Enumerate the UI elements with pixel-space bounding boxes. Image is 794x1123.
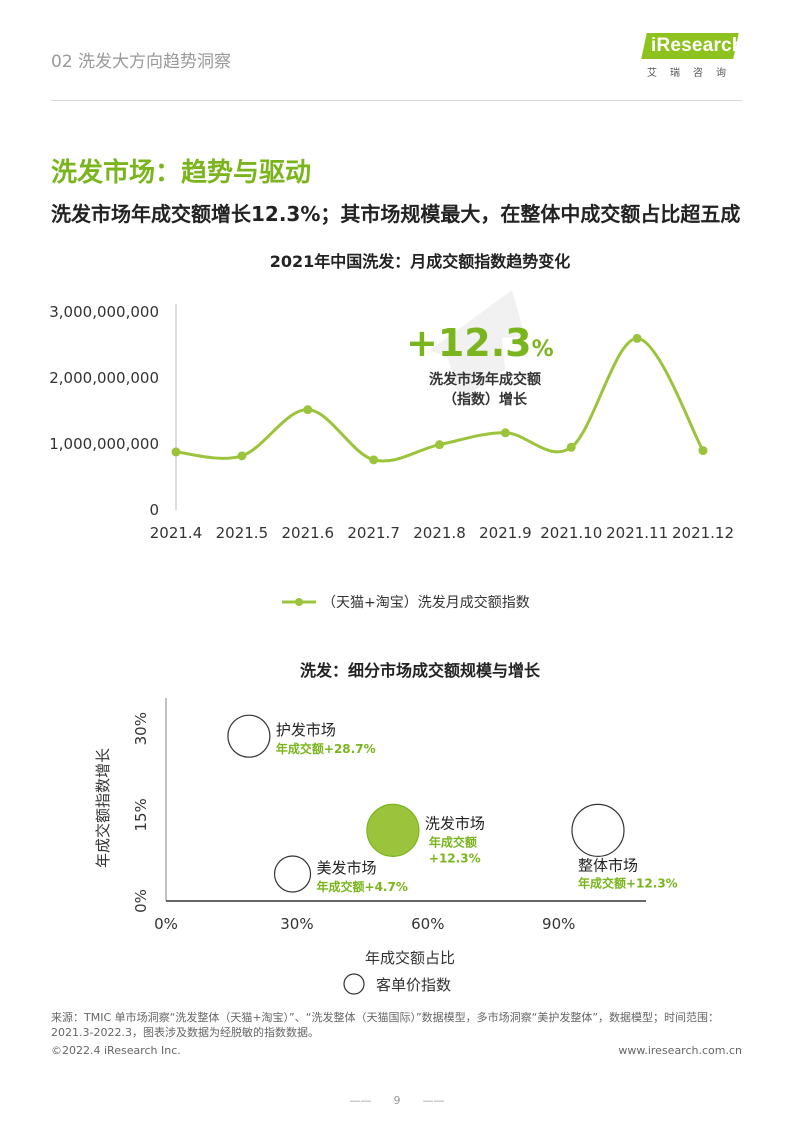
data-point [500, 428, 510, 438]
data-point [698, 446, 708, 456]
bubble-growth-label: 年成交额+28.7% [276, 741, 376, 756]
x-axis-title: 年成交额占比 [365, 949, 455, 967]
bubble-segment [571, 803, 625, 857]
line-chart-x-axis: 2021.4 2021.5 2021.6 2021.7 2021.8 2021.9 2021… [150, 524, 734, 542]
callout-line-2: （指数）增长 [443, 391, 528, 408]
header-divider [51, 100, 742, 101]
y-tick-label: 2,000,000,000 [49, 369, 159, 387]
x-tick-label: 2021.10 [540, 524, 602, 542]
bubble-name: 美发市场 [317, 859, 377, 877]
bubble-legend-label: 客单价指数 [376, 976, 451, 994]
bubble-y-tick-label: 15% [132, 798, 150, 831]
logo-text: iResearch [651, 35, 744, 56]
data-point [566, 442, 576, 452]
x-tick-label: 2021.9 [479, 524, 532, 542]
page-rule-right: —— [400, 1094, 445, 1107]
bubble-y-tick-label: 0% [132, 889, 150, 913]
data-point [237, 451, 247, 461]
bubble-growth-label: 年成交额+4.7% [317, 879, 408, 894]
bubble-segment [227, 714, 271, 758]
page-number: 9 [393, 1094, 401, 1107]
bubble-x-tick-label: 0% [154, 915, 178, 933]
legend-label: （天猫+淘宝）洗发月成交额指数 [322, 594, 530, 611]
line-chart-y-axis: 0 1,000,000,000 2,000,000,000 3,000,000,000 [49, 303, 177, 519]
callout-line-1: 洗发市场年成交额 [429, 371, 541, 388]
website-link[interactable]: www.iresearch.com.cn [618, 1044, 742, 1057]
bubble-chart-axes: 0% 30% 60% 90% 0% 15% 30% [132, 698, 646, 933]
y-tick-label: 0 [149, 501, 159, 519]
bubble-growth-label: 年成交额+12.3% [578, 875, 678, 890]
bubble-x-tick-label: 60% [411, 915, 444, 933]
arrow-decoration [430, 290, 525, 400]
bubble-name: 整体市场 [578, 856, 638, 874]
x-tick-label: 2021.7 [347, 524, 400, 542]
bubble-segment [273, 855, 312, 893]
series-line [175, 336, 705, 463]
data-point [632, 333, 642, 343]
source-note: 来源：TMIC 单市场洞察“洗发整体（天猫+淘宝）”、“洗发整体（天猫国际）”数… [51, 1011, 720, 1039]
page-rule-left: —— [349, 1094, 394, 1107]
y-tick-label: 1,000,000,000 [49, 435, 159, 453]
callout-unit: % [532, 337, 554, 362]
x-tick-label: 2021.4 [150, 524, 203, 542]
x-tick-label: 2021.11 [606, 524, 668, 542]
callout-value: +12.3 [406, 321, 532, 365]
bubble-x-tick-label: 90% [542, 915, 575, 933]
legend-bubble-icon [343, 973, 365, 995]
bubble-chart: 0% 30% 60% 90%0%15%30% 护发市场年成交额+28.7%洗发市场年成… [94, 698, 678, 995]
data-point [303, 405, 313, 415]
x-tick-label: 2021.12 [672, 524, 734, 542]
legend-marker [295, 598, 303, 606]
bubble-name: 洗发市场 [425, 814, 485, 832]
y-tick-label: 3,000,000,000 [49, 303, 159, 321]
callout-plus: +12.3% [406, 321, 554, 365]
x-tick-label: 2021.5 [216, 524, 269, 542]
x-tick-label: 2021.8 [413, 524, 466, 542]
line-chart-title: 2021年中国洗发：月成交额指数趋势变化 [269, 252, 571, 271]
logo-subtext: 艾瑞咨询 [647, 68, 739, 79]
bubble-chart-title: 洗发：细分市场成交额规模与增长 [299, 661, 540, 680]
section-title: 02 洗发大方向趋势洞察 [51, 52, 232, 72]
line-chart: 0 1,000,000,000 2,000,000,000 3,000,000,000… [49, 290, 734, 611]
headline: 洗发市场年成交额增长12.3%；其市场规模最大，在整体中成交额占比超五成 [51, 202, 741, 226]
copyright: ©2022.4 iResearch Inc. [51, 1044, 181, 1057]
iresearch-logo: iResearch 艾瑞咨询 [641, 33, 744, 81]
data-point [171, 447, 181, 457]
y-axis-title: 年成交额指数增长 [94, 748, 112, 868]
data-point [435, 440, 444, 450]
data-point [369, 455, 379, 465]
bubble-x-tick-label: 30% [280, 915, 313, 933]
bubble-growth-label: 年成交额 [429, 834, 477, 849]
page-title: 洗发市场：趋势与驱动 [51, 158, 312, 188]
bubble-name: 护发市场 [276, 721, 336, 739]
bubbles: 护发市场年成交额+28.7%洗发市场年成交额+12.3%美发市场年成交额+4.7… [227, 714, 678, 894]
x-tick-label: 2021.6 [282, 524, 335, 542]
series-points [171, 333, 708, 465]
bubble-growth-value: +12.3% [429, 851, 481, 865]
page-number-bar: —— 9 —— [0, 1092, 794, 1108]
bubble-highlight [366, 803, 420, 857]
bubble-y-tick-label: 30% [132, 712, 150, 745]
